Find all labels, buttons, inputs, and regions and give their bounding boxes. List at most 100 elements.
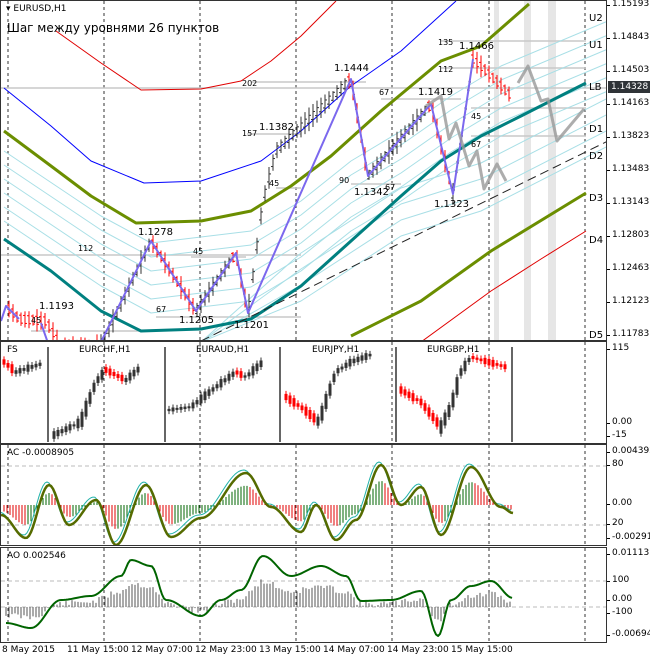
candle-body — [439, 420, 443, 434]
points-annotation: 45 — [193, 247, 204, 256]
axis-label: 20 — [606, 518, 624, 528]
points-annotation: 67 — [385, 183, 396, 192]
price-chart-canvas — [1, 1, 606, 340]
olive-band-line — [350, 191, 587, 338]
price-annotation: 1.1278 — [138, 227, 173, 238]
price-axis-label: 1.14843 — [606, 32, 650, 42]
zigzag-line — [1, 305, 20, 322]
candle-body — [324, 393, 328, 409]
envelope-line — [3, 49, 606, 272]
projection-line — [425, 94, 508, 191]
candle-body — [427, 407, 431, 417]
candle-body — [235, 370, 239, 375]
candle-body — [463, 360, 467, 372]
level-label-d5: D5 — [589, 330, 604, 341]
future-shade — [524, 1, 531, 340]
candle-body — [431, 412, 435, 422]
current-price-badge: 1.14328 — [608, 81, 650, 93]
candle-body — [320, 405, 324, 421]
level-label-u2: U2 — [589, 13, 603, 24]
symbol-panel-label: EURAUD,H1 — [196, 345, 250, 355]
candle-body — [227, 373, 231, 381]
points-annotation: 112 — [438, 65, 454, 74]
points-annotation: 90 — [339, 176, 350, 185]
candle-body — [368, 353, 372, 357]
candle-body — [80, 411, 84, 427]
candle-body — [88, 392, 92, 404]
candle-body — [14, 370, 18, 374]
candle-body — [104, 367, 108, 373]
symbol-label: EURUSD,H1 — [13, 4, 67, 14]
candle-body — [2, 359, 6, 365]
points-annotation: 45 — [31, 316, 42, 325]
price-annotation: 1.1444 — [334, 63, 369, 74]
candle-body — [479, 358, 483, 362]
blue-band-line — [3, 1, 457, 184]
price-axis-label: 1.12123 — [606, 296, 650, 306]
candle-body — [360, 355, 364, 361]
projection-line — [516, 64, 586, 143]
axis-label: 100 — [606, 575, 630, 585]
price-axis-label: 1.13823 — [606, 131, 650, 141]
axis-label: -100 — [606, 607, 633, 617]
price-annotation: 1.1205 — [179, 315, 214, 326]
candle-body — [447, 405, 451, 417]
main-chart[interactable]: ▾ EURUSD,H1 Шаг между уровнями 26 пункто… — [0, 0, 607, 341]
candle-body — [179, 406, 183, 410]
ao-indicator-pane[interactable]: AO 0.002546 — [0, 547, 607, 643]
candle-body — [26, 364, 30, 372]
candle-body — [22, 368, 26, 371]
envelope-line — [3, 35, 606, 258]
candle-body — [175, 407, 179, 410]
candle-body — [340, 366, 344, 370]
time-axis-label: 14 May 23:00 — [387, 645, 449, 655]
axis-label: 80 — [606, 459, 624, 469]
candle-body — [304, 406, 308, 416]
olive-band-line — [3, 2, 530, 225]
envelope-line — [3, 63, 606, 286]
envelope-line — [202, 114, 606, 340]
candle-body — [451, 392, 455, 408]
first-panel-label: FS — [7, 345, 18, 355]
candle-body — [499, 364, 503, 367]
chart-title: Шаг между уровнями 26 пунктов — [7, 21, 220, 35]
candle-body — [300, 405, 304, 411]
candle-body — [352, 358, 356, 364]
candle-body — [399, 386, 403, 394]
candle-body — [18, 368, 22, 374]
axis-label: 0.011137 — [607, 548, 650, 559]
level-label-d3: D3 — [589, 193, 604, 204]
candle-body — [34, 363, 38, 368]
time-axis-label: 11 May 15:00 — [67, 645, 129, 655]
candle-body — [199, 394, 203, 404]
candle-body — [344, 362, 348, 368]
symbol-panel-label: EURJPY,H1 — [312, 345, 360, 355]
price-annotation: 1.1466 — [459, 41, 494, 52]
candle-body — [124, 377, 128, 383]
envelope-line — [204, 146, 606, 340]
points-annotation: 135 — [438, 38, 454, 47]
axis-label: -0.002914 — [606, 532, 650, 543]
time-axis-label: 13 May 15:00 — [259, 645, 321, 655]
candle-body — [223, 378, 227, 383]
time-axis-label: 12 May 23:00 — [195, 645, 257, 655]
points-annotation: 67 — [471, 140, 482, 149]
axis-label: 0.004392 — [607, 446, 650, 457]
ac-indicator-pane[interactable]: AC -0.0008905 — [0, 444, 607, 546]
candle-body — [419, 398, 423, 406]
candle-body — [328, 383, 332, 396]
candle-body — [56, 429, 60, 437]
multi-symbol-pane[interactable]: FS EURCHF,H1 EURAUD,H1 EURJPY,H1 EURGBP,H1 — [0, 341, 607, 444]
ac-main-line — [1, 463, 514, 545]
axis-label: 0.00 — [606, 417, 633, 427]
ac-canvas — [1, 445, 606, 545]
candle-body — [207, 389, 211, 396]
symbol-panel-label: EURCHF,H1 — [79, 345, 131, 355]
candle-body — [312, 413, 316, 423]
teal-band-line — [3, 81, 587, 333]
level-label-lb: LB — [589, 82, 602, 93]
candle-body — [491, 359, 495, 367]
candle-body — [487, 358, 491, 366]
time-axis-label: 14 May 07:00 — [323, 645, 385, 655]
zigzag-line — [100, 58, 474, 340]
